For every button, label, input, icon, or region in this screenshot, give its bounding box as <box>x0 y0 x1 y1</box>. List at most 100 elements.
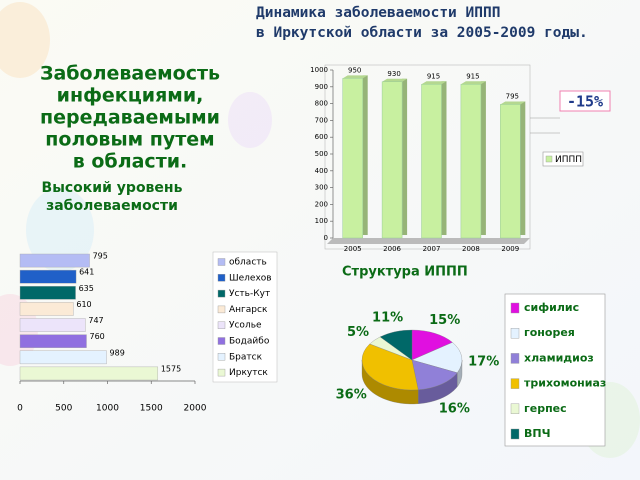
y-tick-label: 300 <box>315 184 328 192</box>
bar-side <box>402 78 408 235</box>
heading-line: передаваемыми <box>40 107 220 129</box>
y-tick-label: 700 <box>315 116 328 124</box>
value-label: 795 <box>506 92 519 100</box>
heading-line: инфекциями, <box>57 85 204 107</box>
bar-top <box>460 81 486 85</box>
bar-side <box>480 81 486 235</box>
legend-swatch <box>217 305 226 314</box>
legend-swatch <box>510 328 520 339</box>
subheading-line: Высокий уровень <box>42 180 183 196</box>
legend-swatch <box>510 378 520 389</box>
bar <box>19 366 159 381</box>
legend-label: Шелехов <box>229 273 272 283</box>
value-label: 795 <box>93 252 108 261</box>
legend-label: Иркутск <box>229 368 268 378</box>
x-tick-label: 2009 <box>501 245 519 253</box>
x-tick-label: 500 <box>55 404 72 414</box>
legend-swatch <box>217 321 226 329</box>
y-tick-label: 900 <box>315 83 328 91</box>
y-tick-label: 800 <box>315 100 328 108</box>
x-tick-label: 2000 <box>184 404 207 414</box>
legend-swatch <box>510 428 520 440</box>
slice <box>379 329 413 361</box>
slice <box>411 359 458 390</box>
value-label: 1575 <box>161 364 181 373</box>
bar <box>19 334 87 348</box>
heading-line: половым путем <box>45 129 214 151</box>
annotation-box <box>559 90 611 112</box>
value-label: 989 <box>110 348 125 357</box>
legend-swatch <box>217 353 226 361</box>
slice <box>411 342 463 373</box>
y-tick-label: 0 <box>324 234 328 242</box>
legend-swatch <box>510 403 520 414</box>
heading-line: Заболеваемость <box>40 63 220 85</box>
bar <box>19 286 76 300</box>
bar <box>421 84 442 239</box>
balloon <box>0 2 50 78</box>
value-label: 930 <box>387 70 400 78</box>
legend-frame <box>504 293 606 447</box>
chart-title: Структура ИППП <box>342 265 468 280</box>
x-tick-label: 2006 <box>383 245 401 253</box>
legend-swatch <box>217 289 226 298</box>
bar <box>19 350 107 365</box>
balloon <box>26 188 94 272</box>
legend-label: Усолье <box>229 321 262 331</box>
legend-label: область <box>229 258 267 268</box>
slide-title: Динамика заболеваемости ИППП <box>256 5 500 21</box>
legend-swatch <box>217 258 226 266</box>
x-tick-label: 1000 <box>96 404 119 414</box>
value-label: 17% <box>468 355 499 370</box>
plot-frame <box>324 64 531 250</box>
bar-top <box>500 101 526 105</box>
y-tick-label: 600 <box>315 133 328 141</box>
legend-label: Бодайбо <box>229 337 270 347</box>
value-label: 15% <box>429 313 460 328</box>
legend-label: ИППП <box>555 155 582 165</box>
balloon <box>228 92 272 148</box>
legend-swatch <box>510 302 520 314</box>
x-tick-label: 2005 <box>344 245 362 253</box>
x-tick-label: 0 <box>17 404 23 414</box>
y-tick-label: 400 <box>315 167 328 175</box>
bar <box>19 269 77 284</box>
value-label: 610 <box>76 300 91 309</box>
legend-swatch <box>545 155 553 163</box>
bar-top <box>342 75 368 79</box>
annotation: -15% <box>567 93 603 111</box>
bar <box>381 81 403 239</box>
y-tick-label: 500 <box>315 150 328 158</box>
bar-side <box>520 101 526 235</box>
legend-swatch <box>217 337 226 345</box>
legend-label: ВПЧ <box>524 427 550 440</box>
x-tick-label: 2007 <box>423 245 441 253</box>
legend-swatch <box>217 274 226 282</box>
legend-frame <box>542 151 584 167</box>
value-label: 950 <box>348 66 361 74</box>
bar-side <box>441 81 447 235</box>
bar-top <box>382 78 408 82</box>
value-label: 747 <box>88 316 103 325</box>
value-label: 11% <box>372 311 403 326</box>
floor <box>327 238 530 244</box>
legend-label: Усть-Кут <box>229 289 270 299</box>
value-label: 915 <box>466 72 479 80</box>
heading-line: в области. <box>73 151 188 173</box>
y-tick-label: 100 <box>315 217 328 225</box>
x-tick-label: 2008 <box>462 245 480 253</box>
legend-label: хламидиоз <box>524 351 594 364</box>
subheading-line: заболеваемости <box>46 198 178 214</box>
value-label: 760 <box>90 332 105 341</box>
bar <box>19 302 74 316</box>
bar <box>342 78 363 239</box>
slice <box>361 343 419 391</box>
y-tick-label: 1000 <box>310 66 328 74</box>
legend-label: гонорея <box>524 326 575 339</box>
heading: Заболеваемость инфекциями, передаваемыми… <box>40 63 220 215</box>
bar <box>19 253 90 268</box>
value-label: 36% <box>336 387 367 402</box>
value-label: 915 <box>427 72 440 80</box>
y-tick-label: 200 <box>315 200 328 208</box>
